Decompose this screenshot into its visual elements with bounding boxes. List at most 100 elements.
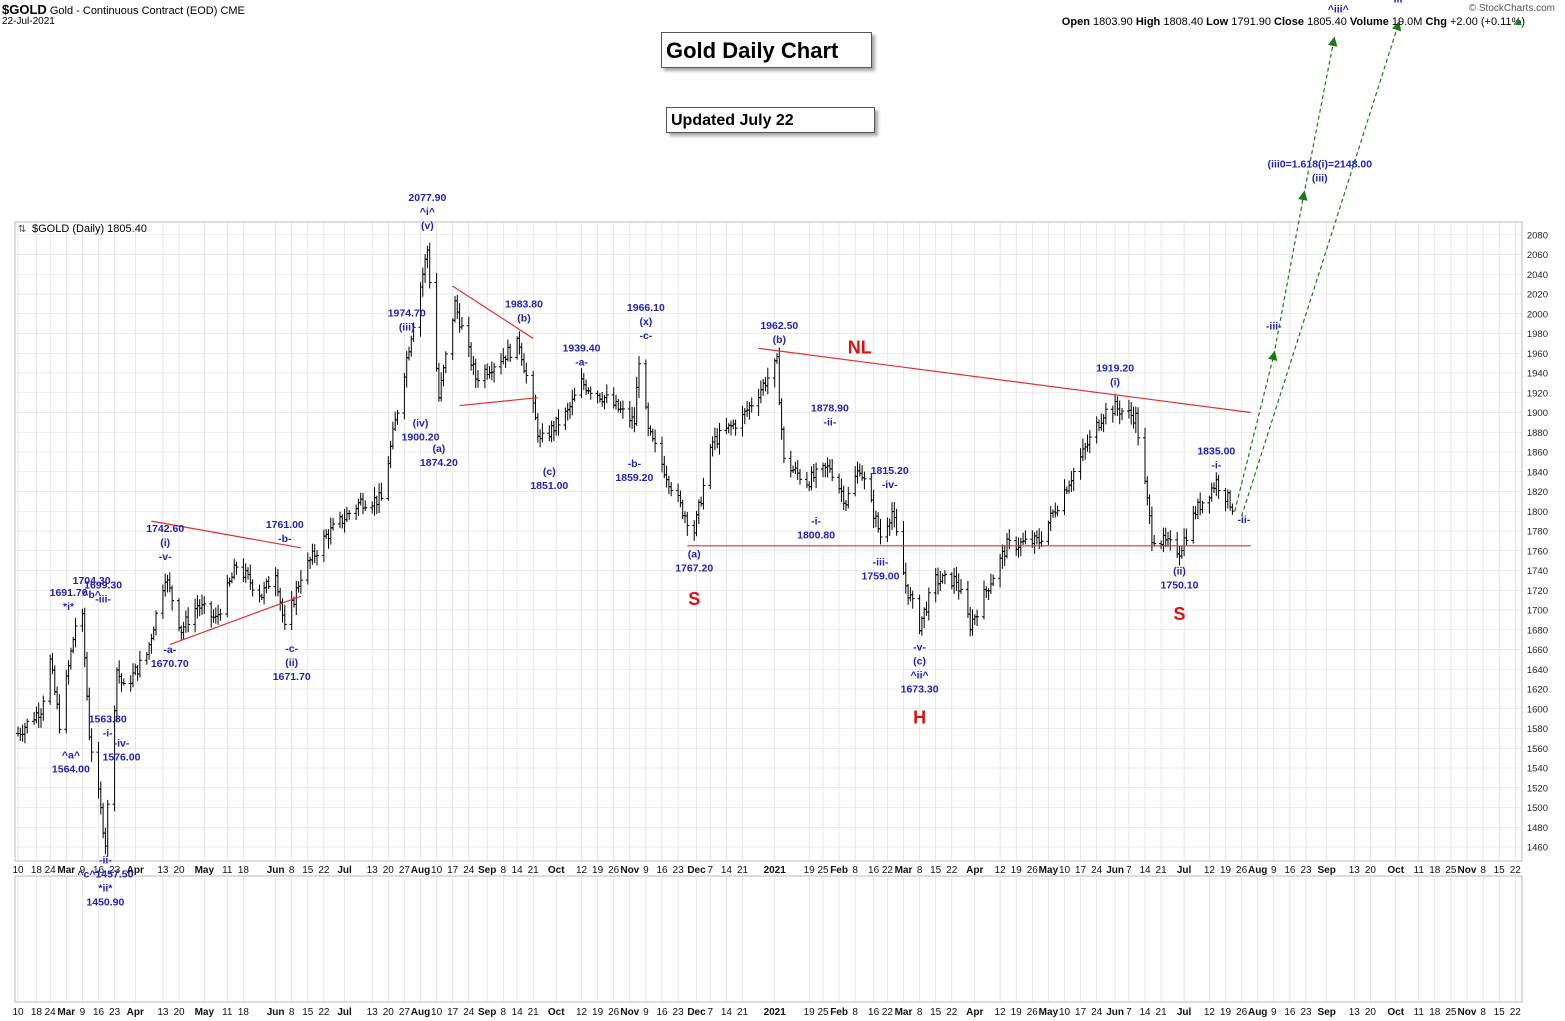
wave-label: 1974.70 [388, 308, 426, 320]
wave-label: (x) [639, 316, 652, 328]
price-tick-label: 1860 [1527, 448, 1548, 459]
wave-label: 1691.70 [50, 587, 88, 599]
wave-label: -ii- [1237, 514, 1250, 526]
price-tick-label: 1520 [1527, 783, 1548, 794]
date-tick-label: 25 [1445, 1007, 1457, 1018]
date-tick-label: Aug [411, 865, 430, 876]
date-tick-label: 23 [673, 865, 685, 876]
date-tick-label: 2021 [764, 865, 787, 876]
date-tick-label: 25 [817, 865, 829, 876]
volume-panel-border [14, 875, 1523, 1003]
price-tick-label: 1560 [1527, 744, 1548, 755]
ohlc-summary: Open 1803.90 High 1808.40 Low 1791.90 Cl… [1062, 16, 1525, 28]
date-tick-label: 9 [643, 865, 649, 876]
date-tick-label: 18 [1429, 1007, 1441, 1018]
wave-label: (iii) [1312, 173, 1328, 185]
wave-label: ^iii^ [1328, 4, 1349, 16]
date-tick-label: 15 [930, 865, 942, 876]
date-tick-label: 22 [318, 865, 330, 876]
date-tick-label: 27 [399, 865, 411, 876]
wave-label: 1939.40 [563, 343, 601, 355]
projection-arrow [1303, 36, 1338, 196]
date-tick-label: Jul [1177, 1007, 1192, 1018]
close-value: 1805.40 [1307, 16, 1347, 28]
date-tick-label: 8 [289, 1007, 295, 1018]
date-tick-label: May [1039, 865, 1059, 876]
close-label: Close [1274, 16, 1305, 28]
date-tick-label: 22 [1510, 865, 1522, 876]
wave-label: 1800.80 [797, 529, 835, 541]
date-tick-label: 23 [1300, 865, 1312, 876]
date-tick-label: Nov [620, 1007, 639, 1018]
date-tick-label: 19 [1011, 1007, 1023, 1018]
wave-label: -ii- [823, 416, 836, 428]
date-tick-label: 9 [80, 1007, 86, 1018]
price-tick-label: 1800 [1527, 507, 1548, 518]
date-tick-label: Oct [1387, 865, 1404, 876]
date-tick-label: 26 [1236, 1007, 1248, 1018]
date-axis-upper: 10 18 24 Mar 9 16 23 Apr 13 20 May 11 18 Jun 8 15 22 Jul 1… [12, 865, 1521, 876]
date-tick-label: Mar [895, 1007, 913, 1018]
price-tick-label: 1880 [1527, 428, 1548, 439]
wave-label: -iii- [1266, 321, 1282, 333]
date-tick-label: Dec [687, 1007, 706, 1018]
wave-label: -iv- [882, 479, 898, 491]
date-tick-label: 10 [12, 865, 24, 876]
legend-icon: ⇅ [18, 224, 26, 235]
date-tick-label: 11 [1414, 1007, 1425, 1018]
date-tick-label: Jul [1177, 865, 1192, 876]
date-tick-label: 26 [608, 865, 620, 876]
trend-line [758, 347, 1251, 414]
date-tick-label: 14 [721, 1007, 733, 1018]
price-tick-label: 1720 [1527, 586, 1548, 597]
wave-label: -a- [575, 357, 588, 369]
date-tick-label: 18 [238, 1007, 250, 1018]
wave-label: 1564.00 [52, 763, 90, 775]
date-tick-label: 19 [592, 1007, 604, 1018]
date-tick-label: 24 [463, 865, 475, 876]
date-tick-label: Mar [57, 1007, 75, 1018]
date-tick-label: 13 [157, 1007, 169, 1018]
date-tick-label: 21 [737, 1007, 749, 1018]
wave-label: -i- [811, 515, 821, 527]
date-tick-label: Sep [478, 1007, 496, 1018]
price-tick-label: 1640 [1527, 665, 1548, 676]
date-tick-label: 15 [1494, 865, 1506, 876]
wave-label: 1835.00 [1197, 446, 1235, 458]
date-tick-label: Jun [1106, 1007, 1124, 1018]
date-tick-label: 7 [708, 865, 714, 876]
wave-label: (iii) [399, 322, 415, 334]
date-tick-label: Apr [127, 1007, 144, 1018]
price-tick-label: 2020 [1527, 290, 1548, 301]
wave-label: 1699.30 [84, 580, 122, 592]
date-tick-label: 19 [1011, 865, 1023, 876]
pattern-label: H [913, 708, 926, 728]
date-tick-label: 13 [1349, 1007, 1361, 1018]
low-value: 1791.90 [1231, 16, 1271, 28]
date-tick-label: 23 [673, 1007, 685, 1018]
date-tick-label: 21 [1156, 1007, 1168, 1018]
grid-lines [16, 222, 1521, 1002]
date-tick-label: 18 [31, 865, 43, 876]
date-tick-label: 26 [1027, 1007, 1039, 1018]
wave-label: ^ii^ [911, 669, 929, 681]
pattern-label: S [1173, 604, 1185, 624]
date-tick-label: May [195, 865, 215, 876]
date-tick-label: 23 [1300, 1007, 1312, 1018]
date-tick-label: 17 [1075, 865, 1087, 876]
date-tick-label: Sep [1318, 1007, 1336, 1018]
wave-label: ^a^ [62, 749, 80, 761]
date-tick-label: 15 [302, 1007, 314, 1018]
wave-label: (b) [517, 313, 530, 325]
date-tick-label: 15 [1494, 1007, 1506, 1018]
wave-label: -ii- [99, 854, 112, 866]
wave-label: 1671.70 [273, 671, 311, 683]
price-tick-label: 2000 [1527, 309, 1548, 320]
date-tick-label: 15 [930, 1007, 942, 1018]
wave-label: 1878.90 [811, 402, 849, 414]
ohlc-bars [16, 242, 1235, 857]
price-tick-label: 1600 [1527, 704, 1548, 715]
date-tick-label: Aug [1248, 1007, 1267, 1018]
date-tick-label: 13 [1349, 865, 1361, 876]
